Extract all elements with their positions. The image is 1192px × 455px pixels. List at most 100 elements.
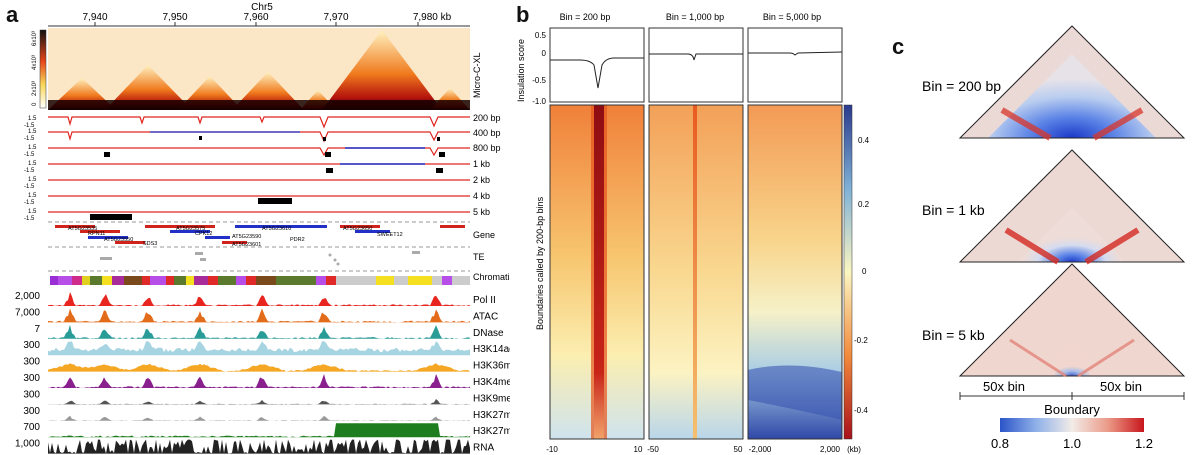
gene-name: RPN11 (88, 231, 105, 237)
gene-name: AT5G23575 (176, 226, 205, 232)
signal-area (48, 292, 470, 306)
colorbar-label: 0 (32, 102, 38, 106)
track-scale: 1,000 (15, 439, 40, 450)
bin-track-1kb: 1.5 -1.5 1 kb (24, 159, 490, 174)
cbar-tick: 1.2 (1135, 436, 1153, 451)
column-title: Bin = 1,000 bp (666, 12, 724, 22)
bin-track-4kb: 1.5 -1.5 4 kb (24, 191, 490, 206)
track-label: RNA (473, 443, 494, 454)
track-label: 400 bp (473, 128, 501, 138)
triangle-label: Bin = 200 bp (922, 78, 1001, 94)
column-title: Bin = 5,000 bp (763, 12, 821, 22)
track-label: H3K27me1 (473, 410, 510, 421)
scale-bot: -1.5 (24, 152, 35, 158)
track-scale: 300 (23, 373, 40, 384)
bin-tracks: 1.5 -1.5 200 bp 1.5 -1.5 400 bp 1.5 -1.5… (24, 113, 501, 222)
track-label: 200 bp (473, 113, 501, 123)
signal-track: 7,000 ATAC (15, 307, 498, 323)
signal-area (48, 324, 470, 339)
gene-name: AT5G23650 (343, 226, 372, 232)
triangle-label: Bin = 1 kb (922, 202, 985, 218)
xtick: 2,000 (820, 445, 841, 454)
scale-bot: -1.5 (24, 216, 35, 222)
scale-top: 1.5 (28, 177, 37, 183)
scale-bot: -1.5 (24, 123, 35, 129)
cbar-tick: 0.4 (858, 136, 870, 145)
signal-track: 1,000 RNA (15, 439, 494, 454)
track-label: 5 kb (473, 207, 490, 217)
track-label: 800 bp (473, 143, 501, 153)
tick-label: 7,940 (82, 12, 107, 23)
signal-area (48, 374, 470, 388)
heatmap-colorbar (39, 29, 47, 109)
track-label: H3K14ac (473, 344, 510, 355)
panel-letter-c: c (892, 34, 905, 59)
scale-top: 1.5 (28, 145, 37, 151)
track-scale: 7 (34, 324, 40, 335)
track-label: 1 kb (473, 159, 490, 169)
triangle-200bp (958, 25, 1186, 141)
track-label: Pol II (473, 295, 496, 306)
xtick: 50 (734, 445, 743, 454)
xtick: 10 (634, 445, 643, 454)
contact-heatmap (48, 30, 470, 110)
scale-bot: -1.5 (24, 200, 35, 206)
gene-name: SDS3 (143, 241, 157, 247)
signal-area (48, 423, 470, 438)
panel-letter-a: a (6, 2, 19, 27)
signal-track: 300 H3K27me1 (23, 406, 510, 421)
signal-track: 300 H3K9me2 (23, 389, 510, 405)
xtick: -2,000 (749, 445, 772, 454)
panel-c: Bin = 200 bp Bin = 1 kb Bin = 5 kb 50x b… (922, 25, 1186, 451)
boundary-heatmaps (549, 104, 843, 440)
tick-label: 7,980 kb (413, 12, 452, 23)
bin-track-2kb: 1.5 -1.5 2 kb (24, 175, 490, 190)
chrom-title: Chr5 (251, 2, 273, 13)
gene-name: AT5G23550 (104, 237, 133, 243)
scale-top: 1.5 (28, 193, 37, 199)
signal-track: 700 H3K27me3 (23, 422, 510, 438)
track-label: H3K27me3 (473, 426, 510, 437)
panel-b: Bin = 200 bp Bin = 1,000 bp Bin = 5,000 … (516, 12, 870, 454)
panel-letter-b: b (516, 2, 530, 27)
track-scale: 300 (23, 406, 40, 417)
signal-track: 7 DNase (34, 324, 504, 339)
boundary-label: Boundary (1044, 402, 1100, 417)
scale-bot: -1.5 (24, 168, 35, 174)
triangle-5kb (958, 263, 1186, 378)
colorbar-label: 4x10³ (32, 55, 38, 70)
tick-label: 7,950 (162, 12, 187, 23)
tick-label: 7,960 (243, 12, 268, 23)
left-bin-label: 50x bin (983, 379, 1025, 394)
triangle-1kb (958, 149, 1186, 265)
track-label: ATAC (473, 311, 498, 322)
xtick: -10 (546, 445, 558, 454)
signal-track: 300 H3K36me3 (23, 357, 510, 372)
cbar-tick: 0.2 (858, 200, 870, 209)
panel-a: Chr5 7,940 7,950 7,960 7,970 7,980 kb 0 … (15, 2, 510, 454)
signal-area (48, 439, 470, 454)
gene-name: CPK12 (195, 231, 212, 237)
ytick: -1.0 (532, 97, 546, 106)
signal-area (48, 399, 470, 405)
insulation-plots (549, 27, 843, 103)
gene-name: PDR2 (290, 237, 305, 243)
signal-area (48, 308, 470, 323)
bin-track-200bp: 1.5 -1.5 200 bp (24, 113, 501, 129)
track-label: 2 kb (473, 175, 490, 185)
ruler-ticks: 7,940 7,950 7,960 7,970 7,980 kb (82, 12, 452, 26)
track-label: DNase (473, 328, 504, 339)
scale-top: 1.5 (28, 116, 37, 122)
scale-top: 1.5 (28, 161, 37, 167)
scale-top: 1.5 (28, 209, 37, 215)
track-label: 4 kb (473, 191, 490, 201)
gene-name: AT5G23601 (232, 242, 261, 248)
bin-track-5kb: 1.5 -1.5 5 kb (24, 207, 490, 222)
signal-area (48, 363, 470, 372)
gene-name: AT5G23610 (262, 226, 291, 232)
gene-label: Gene (473, 230, 495, 240)
gene-name: SWEET12 (377, 232, 403, 238)
ytick: -0.5 (532, 76, 546, 85)
